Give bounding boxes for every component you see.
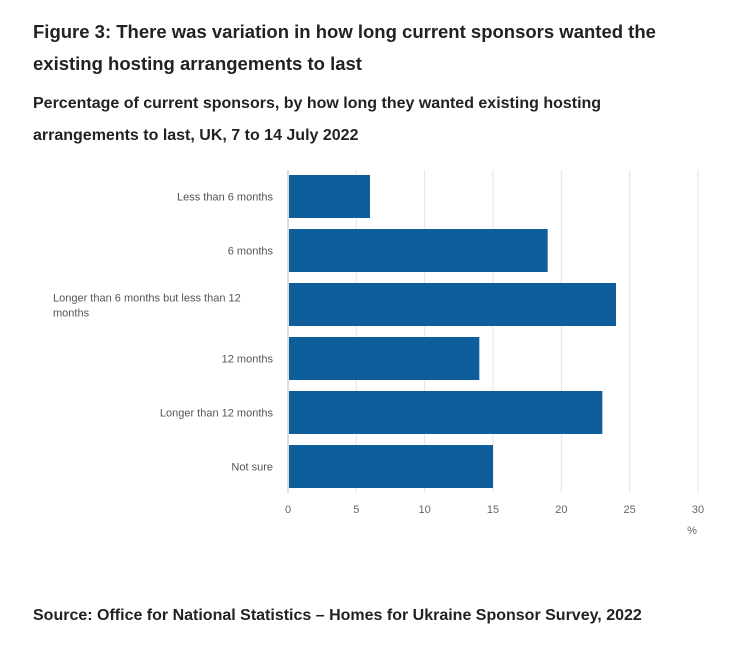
bar — [289, 445, 493, 488]
category-label: 6 months — [228, 246, 274, 258]
x-tick-label: 10 — [419, 504, 431, 516]
x-axis-ticks: 0 5 10 15 20 25 30 — [285, 504, 704, 516]
x-tick-label: 0 — [285, 504, 291, 516]
x-tick-label: 20 — [555, 504, 567, 516]
x-tick-label: 25 — [624, 504, 636, 516]
category-label: 12 months — [222, 354, 274, 366]
category-label: Not sure — [231, 462, 273, 474]
bar — [289, 391, 603, 434]
bars — [289, 175, 616, 488]
category-labels: Less than 6 months 6 months Longer than 6 … — [53, 192, 273, 474]
x-tick-label: 15 — [487, 504, 499, 516]
gridlines — [287, 170, 699, 493]
x-tick-label: 30 — [692, 504, 704, 516]
bar — [289, 283, 616, 326]
chart-title: Figure 3: There was variation in how lon… — [33, 21, 656, 74]
chart-subtitle: Percentage of current sponsors, by how l… — [33, 95, 602, 144]
category-label: Less than 6 months — [177, 192, 274, 204]
category-label: Longer than 12 months — [160, 408, 274, 420]
x-tick-label: 5 — [353, 504, 359, 516]
category-label: Longer than 6 months but less than 12 mon… — [53, 293, 241, 320]
x-axis-label: % — [687, 525, 697, 537]
bar — [289, 229, 548, 272]
bar-chart: Less than 6 months 6 months Longer than 6 … — [53, 170, 704, 537]
source-note: Source: Office for National Statistics –… — [33, 607, 642, 624]
bar — [289, 175, 370, 218]
bar — [289, 337, 480, 380]
